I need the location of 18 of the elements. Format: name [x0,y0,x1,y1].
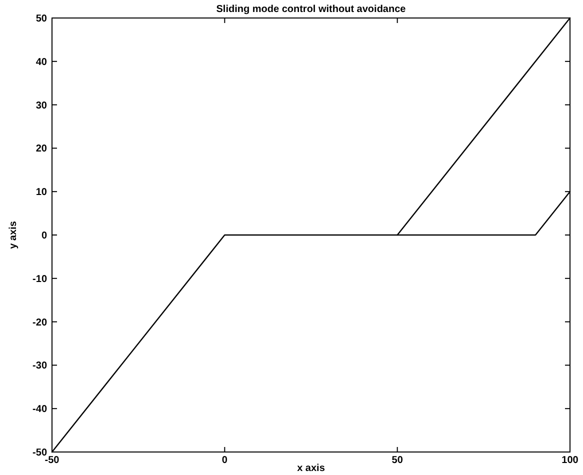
y-tick-label: -40 [32,404,48,416]
y-tick-label: -30 [32,360,48,372]
y-tick-label: 10 [36,187,48,198]
y-tick-label: 0 [41,230,48,242]
y-tick-label: -20 [32,317,48,328]
y-tick-label: -50 [32,448,48,458]
y-tick-label: 40 [36,56,48,68]
x-tick-label: 0 [222,455,228,466]
x-tick-label: -50 [44,455,60,466]
x-tick-label: 50 [392,455,404,466]
x-tick-label: 100 [562,455,579,466]
y-tick-label: 20 [36,144,48,155]
chart-title: Sliding mode control without avoidance [216,4,406,15]
x-axis-title: x axis [297,463,326,474]
y-tick-label: -10 [32,274,48,285]
y-tick-label: 50 [36,14,48,24]
y-tick-label: 30 [36,100,48,112]
y-axis-title: y axis [8,220,19,249]
